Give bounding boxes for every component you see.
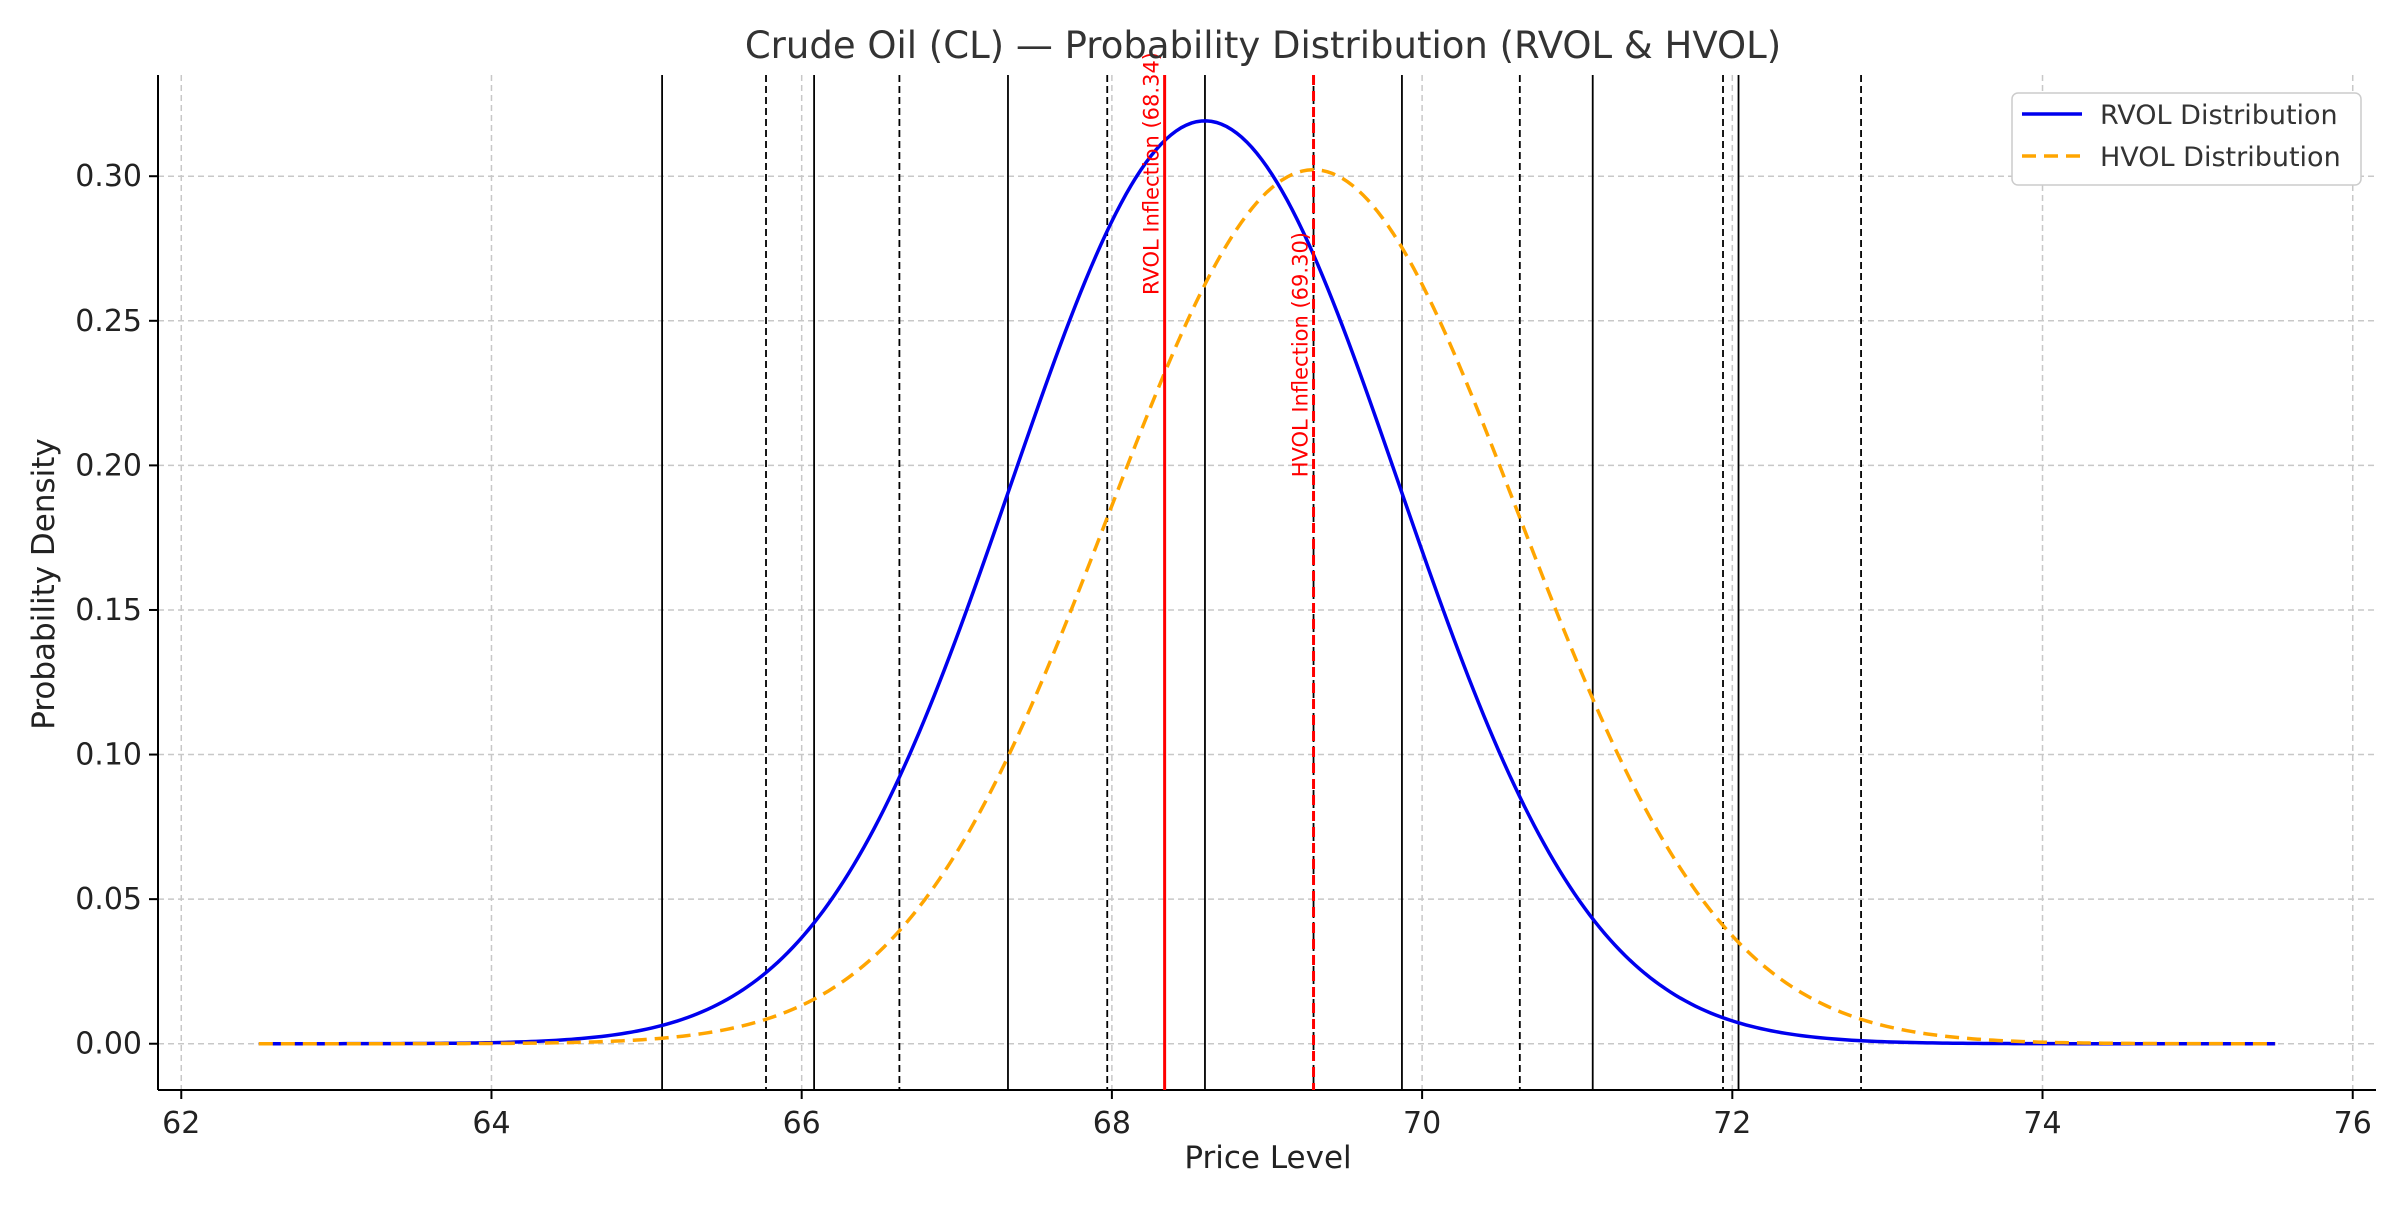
series-line-hvol (258, 168, 2276, 1046)
chart-title: Crude Oil (CL) — Probability Distributio… (745, 24, 1781, 67)
y-axis-label: Probability Density (26, 438, 62, 730)
x-tick-label: 68 (1093, 1106, 1131, 1141)
y-tick-label: 0.20 (75, 448, 142, 483)
legend-box (2011, 92, 2362, 186)
y-tick-label: 0.05 (75, 882, 142, 917)
x-tick-label: 74 (2023, 1106, 2061, 1141)
x-tick-label: 64 (472, 1106, 510, 1141)
inflection-label-rvol: RVOL Inflection (68.34) (1140, 52, 1164, 295)
legend: RVOL Distribution HVOL Distribution (2011, 92, 2362, 186)
x-tick-label: 66 (783, 1106, 821, 1141)
grid (158, 75, 2376, 1090)
y-tick-label: 0.00 (75, 1027, 142, 1062)
axes: 62 64 66 68 70 72 74 76 0.00 0.05 0.10 0.15 0.20 0.25… (75, 75, 2376, 1141)
x-tick-label: 72 (1713, 1106, 1751, 1141)
y-tick-label: 0.15 (75, 593, 142, 628)
legend-label-hvol: HVOL Distribution (2100, 142, 2341, 173)
y-tick-label: 0.30 (75, 159, 142, 194)
series-line-rvol (258, 119, 2276, 1046)
inflection-label-hvol: HVOL Inflection (69.30) (1289, 232, 1313, 477)
reference-lines (661, 75, 1862, 1090)
x-tick-label: 70 (1403, 1106, 1441, 1141)
x-tick-label: 62 (162, 1106, 200, 1141)
y-tick-label: 0.10 (75, 738, 142, 773)
x-axis-label: Price Level (1184, 1140, 1351, 1176)
series (258, 119, 2276, 1046)
legend-label-rvol: RVOL Distribution (2100, 100, 2338, 131)
x-tick-label: 76 (2334, 1106, 2372, 1141)
y-tick-label: 0.25 (75, 304, 142, 339)
annotations: RVOL Inflection (68.34) HVOL Inflection (… (1140, 52, 1316, 1090)
